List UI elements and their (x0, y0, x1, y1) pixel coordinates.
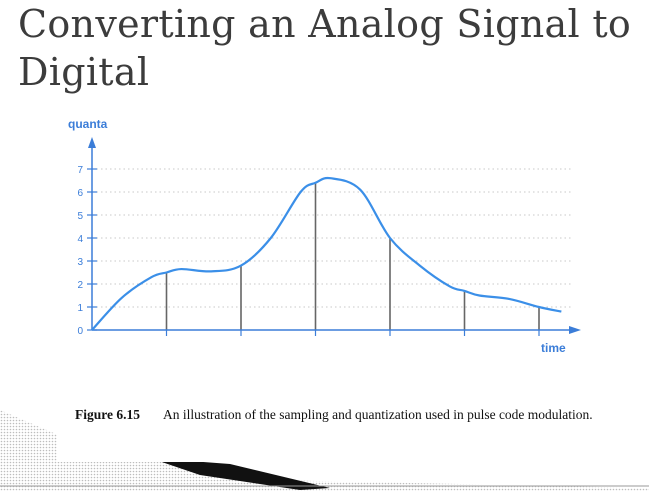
slide-title: Converting an Analog Signal to Digital (18, 2, 632, 94)
caption-text: An illustration of the sampling and quan… (163, 407, 593, 422)
x-axis-arrow (569, 326, 581, 334)
y-axis-arrow (88, 137, 96, 148)
y-tick-label: 7 (77, 165, 83, 176)
analog-signal-curve (91, 176, 562, 331)
decorative-swoosh (0, 410, 649, 491)
y-tick-label: 3 (77, 257, 83, 268)
black-swoosh (150, 458, 330, 490)
y-tick-label: 4 (77, 234, 83, 245)
pcm-chart: 0 1 2 3 4 5 6 7 quanta time (68, 117, 581, 355)
figure: 0 1 2 3 4 5 6 7 quanta time Figure 6.15 An illu… (57, 110, 649, 462)
caption-label: Figure 6.15 (75, 407, 140, 422)
x-axis-label: time (541, 341, 566, 355)
figure-caption: Figure 6.15 An illustration of the sampl… (75, 406, 595, 424)
dotted-swoosh (0, 410, 649, 491)
y-tick-label: 2 (77, 280, 83, 291)
y-tick-label: 6 (77, 188, 83, 199)
y-tick-label: 1 (77, 303, 83, 314)
y-tick-label: 5 (77, 211, 83, 222)
y-axis-label: quanta (68, 117, 108, 131)
y-tick-label: 0 (77, 326, 83, 337)
